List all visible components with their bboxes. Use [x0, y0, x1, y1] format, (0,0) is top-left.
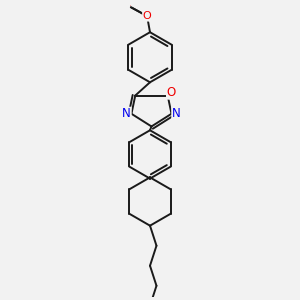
Text: O: O	[130, 5, 131, 6]
Text: O: O	[167, 86, 176, 99]
Text: O: O	[143, 11, 152, 21]
Text: N: N	[122, 107, 131, 120]
Text: N: N	[172, 107, 181, 120]
